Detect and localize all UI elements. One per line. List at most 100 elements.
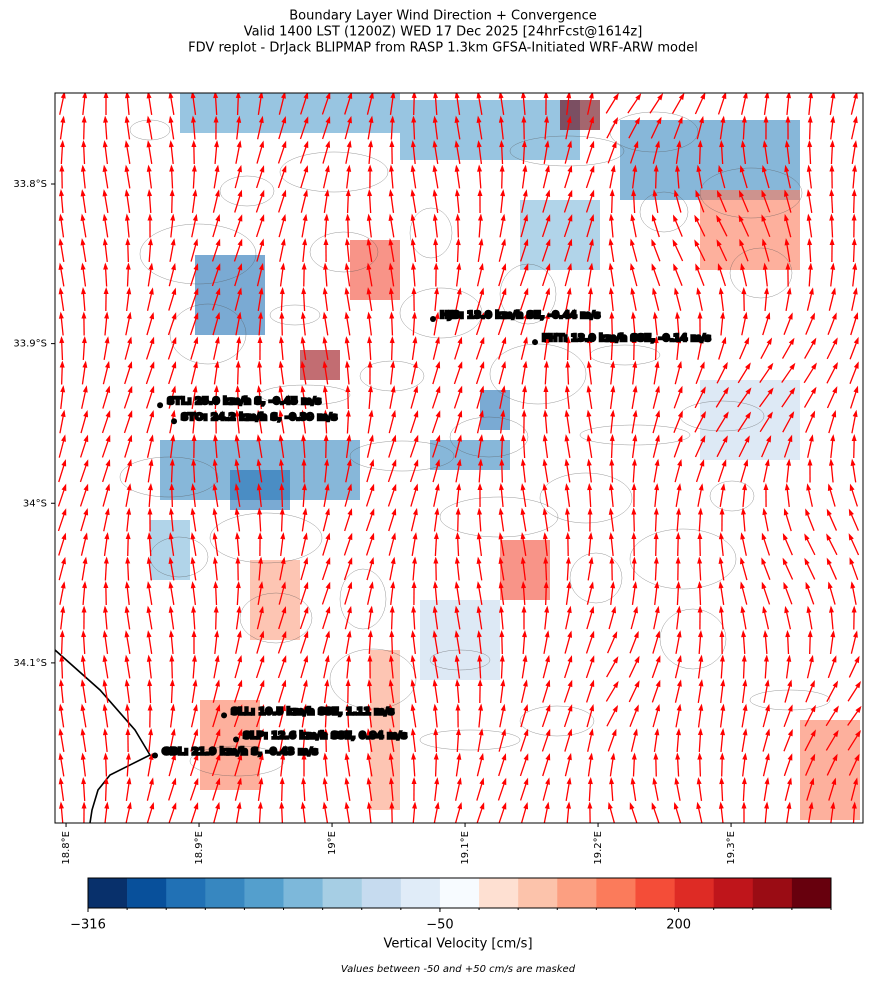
wind-arrow-head xyxy=(633,410,638,417)
wind-arrow-head xyxy=(260,190,265,197)
wind-arrow-head xyxy=(103,655,108,662)
wind-arrow-head xyxy=(677,679,682,686)
wind-arrow-head xyxy=(369,581,374,588)
wind-arrow-head xyxy=(565,410,570,417)
wind-arrow-head xyxy=(743,728,748,735)
wind-arrow-head xyxy=(501,214,506,221)
wind-arrow-head xyxy=(191,557,196,564)
wind-arrow-head xyxy=(237,680,242,687)
wind-arrow-head xyxy=(81,679,86,686)
wind-arrow-head xyxy=(499,91,504,98)
wind-arrow-head xyxy=(785,483,790,490)
wind-arrow-head xyxy=(745,362,751,369)
wind-arrow-head xyxy=(521,434,526,441)
wind-arrow-head xyxy=(323,238,328,245)
wind-arrow-head xyxy=(279,336,284,343)
wind-arrow-head xyxy=(81,140,86,147)
wind-arrow-head xyxy=(106,435,111,442)
wind-arrow-head xyxy=(282,655,287,662)
wind-arrow-head xyxy=(545,802,550,809)
wind-arrow-head xyxy=(630,214,635,221)
wind-arrow-head xyxy=(568,190,573,197)
wind-arrow-head xyxy=(499,532,504,539)
wind-arrow-head xyxy=(411,287,416,294)
wind-arrow-head xyxy=(855,681,861,688)
wind-arrow-head xyxy=(828,484,833,491)
wind-arrow-head xyxy=(61,459,66,466)
wind-arrow-head xyxy=(743,312,748,319)
wind-arrow-head xyxy=(631,312,636,319)
wind-arrow-head xyxy=(413,410,418,417)
wind-arrow-head xyxy=(61,581,66,588)
wind-arrow-head xyxy=(324,214,329,221)
wind-arrow-head xyxy=(236,361,241,368)
wind-arrow-head xyxy=(61,434,66,441)
terrain-contour xyxy=(590,345,660,365)
shade-patch xyxy=(150,520,190,580)
wind-arrow-head xyxy=(59,679,64,686)
x-tick-label: 19°E xyxy=(327,831,338,855)
wind-arrow-head xyxy=(458,386,463,393)
wind-arrow-head xyxy=(480,802,485,809)
wind-arrow-head xyxy=(81,312,86,319)
wind-arrow-head xyxy=(323,312,328,319)
wind-arrow-head xyxy=(720,679,725,686)
wind-arrow-head xyxy=(521,483,526,490)
wind-arrow-head xyxy=(654,483,659,490)
wind-arrow-head xyxy=(148,483,153,490)
wind-arrow-head xyxy=(477,483,482,490)
wind-arrow-head xyxy=(435,483,440,490)
wind-arrow-head xyxy=(150,361,155,368)
station-dot xyxy=(171,418,177,424)
wind-arrow-head xyxy=(455,214,460,221)
wind-arrow-head xyxy=(565,361,570,368)
wind-arrow-head xyxy=(675,753,680,760)
wind-arrow-head xyxy=(521,532,526,539)
wind-arrow-head xyxy=(147,140,152,147)
wind-arrow-head xyxy=(807,459,812,466)
x-tick-label: 18.9°E xyxy=(194,831,205,865)
wind-arrow-head xyxy=(522,630,527,637)
wind-arrow-head xyxy=(282,141,287,148)
wind-arrow-head xyxy=(84,459,89,466)
wind-arrow-head xyxy=(633,385,638,392)
wind-arrow-head xyxy=(807,140,812,147)
wind-arrow-head xyxy=(588,532,593,539)
wind-arrow-head xyxy=(694,215,699,222)
wind-arrow-head xyxy=(853,410,858,417)
wind-arrow-head xyxy=(193,385,198,392)
wind-arrow-head xyxy=(213,557,218,564)
wind-arrow-head xyxy=(765,679,770,686)
wind-arrow-head xyxy=(325,606,330,613)
wind-arrow-head xyxy=(433,91,438,98)
wind-arrow-head xyxy=(59,704,64,711)
wind-arrow-head xyxy=(346,189,351,196)
wind-arrow-head xyxy=(103,606,108,613)
terrain-contour xyxy=(520,706,594,736)
wind-arrow-head xyxy=(850,581,855,588)
wind-arrow-head xyxy=(545,753,550,760)
wind-arrow-head xyxy=(411,753,416,760)
wind-arrow-head xyxy=(436,386,441,393)
wind-arrow-head xyxy=(567,630,572,637)
station-dot xyxy=(430,316,436,322)
terrain-contour xyxy=(750,690,830,710)
wind-arrow-head xyxy=(631,777,636,784)
wind-arrow-head xyxy=(590,165,595,172)
wind-arrow-head xyxy=(698,508,703,515)
wind-arrow-head xyxy=(435,361,440,368)
wind-arrow-head xyxy=(696,802,701,809)
wind-arrow-head xyxy=(522,410,527,417)
wind-arrow-head xyxy=(59,802,64,809)
station-dot xyxy=(152,752,158,758)
wind-arrow-head xyxy=(81,189,86,196)
wind-arrow-head xyxy=(59,214,64,221)
wind-arrow-head xyxy=(501,704,506,711)
wind-arrow-head xyxy=(411,189,416,196)
wind-arrow-head xyxy=(477,581,482,588)
wind-arrow-head xyxy=(169,140,174,147)
wind-arrow-head xyxy=(652,214,657,221)
wind-arrow-head xyxy=(128,386,133,393)
wind-arrow-head xyxy=(238,214,243,221)
wind-arrow-head xyxy=(433,557,438,564)
